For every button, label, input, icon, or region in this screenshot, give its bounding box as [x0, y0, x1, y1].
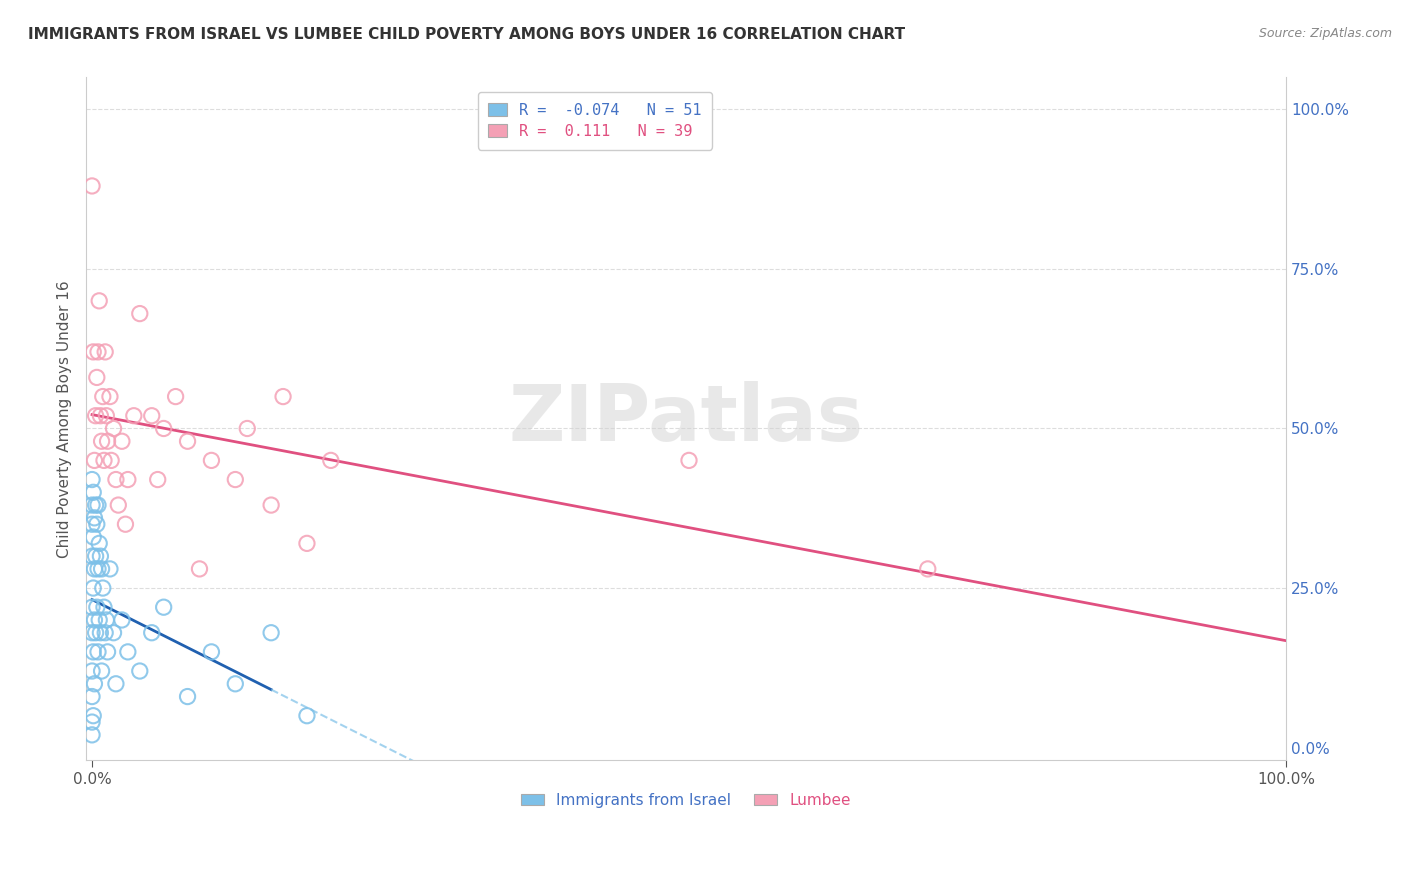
Point: [80, 178, 103, 193]
Point: [89, 536, 111, 550]
Point: [678, 453, 700, 467]
Point: [83, 511, 105, 525]
Point: [103, 421, 125, 435]
Point: [128, 307, 150, 321]
Point: [82, 645, 104, 659]
Point: [87, 645, 110, 659]
Point: [87, 344, 110, 359]
Point: [90, 562, 112, 576]
Point: [152, 600, 174, 615]
Point: [91, 581, 114, 595]
Point: [94, 625, 117, 640]
Point: [165, 390, 187, 404]
Point: [84, 625, 107, 640]
Point: [87, 562, 110, 576]
Point: [83, 677, 105, 691]
Point: [111, 613, 134, 627]
Point: [80, 549, 103, 563]
Point: [319, 453, 342, 467]
Point: [80, 728, 103, 742]
Point: [97, 434, 120, 449]
Point: [86, 517, 108, 532]
Point: [84, 498, 107, 512]
Text: IMMIGRANTS FROM ISRAEL VS LUMBEE CHILD POVERTY AMONG BOYS UNDER 16 CORRELATION C: IMMIGRANTS FROM ISRAEL VS LUMBEE CHILD P…: [28, 27, 905, 42]
Point: [89, 613, 111, 627]
Point: [104, 677, 127, 691]
Point: [80, 517, 103, 532]
Point: [82, 344, 104, 359]
Point: [128, 664, 150, 678]
Point: [89, 549, 111, 563]
Point: [84, 549, 107, 563]
Point: [295, 708, 318, 723]
Point: [152, 421, 174, 435]
Point: [89, 409, 111, 423]
Point: [80, 664, 103, 678]
Point: [87, 498, 110, 512]
Point: [91, 390, 114, 404]
Point: [82, 708, 104, 723]
Point: [80, 715, 103, 730]
Point: [224, 677, 246, 691]
Point: [82, 530, 104, 544]
Y-axis label: Child Poverty Among Boys Under 16: Child Poverty Among Boys Under 16: [58, 280, 72, 558]
Point: [89, 625, 111, 640]
Point: [271, 390, 294, 404]
Point: [84, 409, 107, 423]
Point: [86, 370, 108, 384]
Point: [188, 562, 211, 576]
Point: [96, 613, 118, 627]
Point: [917, 562, 939, 576]
Point: [83, 453, 105, 467]
Point: [80, 690, 103, 704]
Point: [93, 600, 115, 615]
Point: [97, 645, 120, 659]
Point: [82, 485, 104, 500]
Point: [176, 690, 198, 704]
Point: [90, 434, 112, 449]
Point: [98, 390, 121, 404]
Point: [236, 421, 259, 435]
Point: [98, 562, 121, 576]
Point: [83, 613, 105, 627]
Point: [141, 409, 163, 423]
Point: [80, 600, 103, 615]
Point: [117, 645, 139, 659]
Point: [122, 409, 145, 423]
Point: [260, 625, 283, 640]
Point: [82, 581, 104, 595]
Point: [90, 664, 112, 678]
Point: [83, 562, 105, 576]
Point: [80, 625, 103, 640]
Point: [80, 473, 103, 487]
Point: [107, 498, 129, 512]
Point: [200, 645, 222, 659]
Point: [114, 517, 136, 532]
Text: ZIPatlas: ZIPatlas: [509, 381, 863, 457]
Point: [89, 293, 111, 308]
Point: [80, 498, 103, 512]
Point: [141, 625, 163, 640]
Point: [295, 536, 318, 550]
Point: [111, 434, 134, 449]
Point: [117, 473, 139, 487]
Point: [96, 409, 118, 423]
Point: [103, 625, 125, 640]
Point: [176, 434, 198, 449]
Point: [100, 453, 122, 467]
Point: [93, 453, 115, 467]
Point: [146, 473, 169, 487]
Point: [104, 473, 127, 487]
Point: [94, 344, 117, 359]
Point: [224, 473, 246, 487]
Point: [86, 600, 108, 615]
Text: Source: ZipAtlas.com: Source: ZipAtlas.com: [1258, 27, 1392, 40]
Point: [200, 453, 222, 467]
Point: [260, 498, 283, 512]
Legend: Immigrants from Israel, Lumbee: Immigrants from Israel, Lumbee: [515, 787, 858, 814]
